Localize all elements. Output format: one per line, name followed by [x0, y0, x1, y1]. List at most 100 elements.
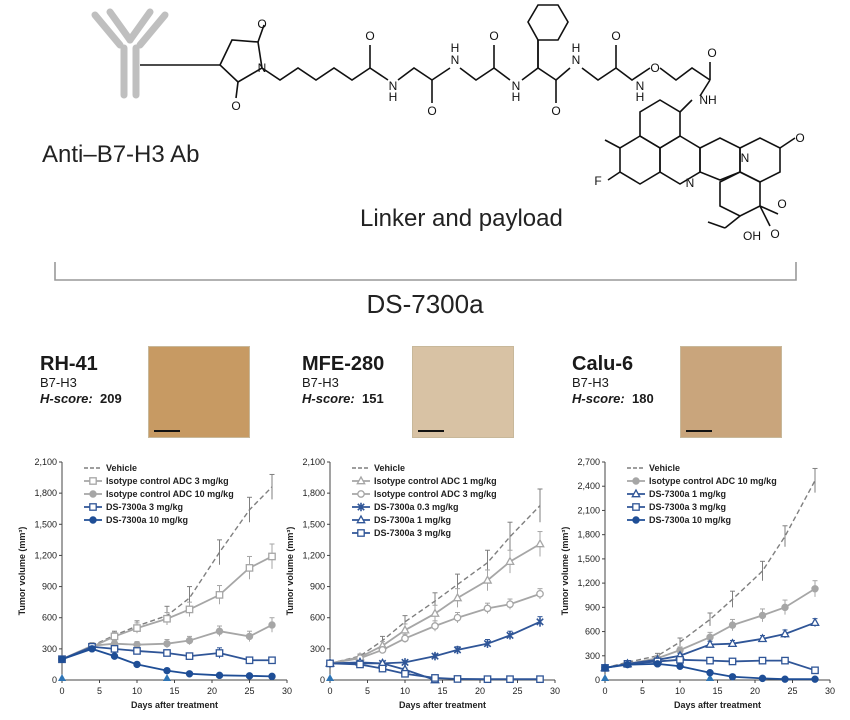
- tumor-volume-chart-1: 0 300 600 900 1,200 1,500 1,800 2,100 0 5 10 15 20 25…: [17, 457, 292, 710]
- y-tick-label: 1,800: [302, 488, 325, 498]
- y-tick-label: 1,800: [34, 488, 57, 498]
- x-tick-label: 10: [132, 686, 142, 696]
- legend-label: DS-7300a 3 mg/kg: [106, 502, 183, 512]
- data-point: [483, 675, 492, 684]
- data-point: [185, 636, 194, 645]
- data-point: [632, 516, 640, 524]
- data-point: [453, 675, 462, 683]
- data-point: [356, 514, 366, 524]
- series-5: [601, 660, 819, 683]
- atom-o: O: [777, 197, 786, 211]
- y-tick-label: 2,700: [577, 457, 600, 467]
- data-point: [401, 669, 409, 678]
- series-6: [326, 659, 544, 684]
- x-tick-label: 25: [512, 686, 522, 696]
- cell-line-name: RH-41: [40, 353, 98, 375]
- marker-label: B7-H3: [572, 375, 609, 390]
- data-point: [133, 624, 141, 632]
- legend-label: DS-7300a 0.3 mg/kg: [374, 502, 459, 512]
- x-tick-label: 25: [244, 686, 254, 696]
- data-point: [758, 674, 767, 683]
- h-score-value: 180: [631, 391, 654, 406]
- data-point: [453, 645, 462, 655]
- cell-line-name: Calu-6: [572, 353, 634, 375]
- data-point: [133, 660, 141, 669]
- x-tick-label: 25: [787, 686, 797, 696]
- atom-n: N: [451, 53, 460, 67]
- y-axis-label: Tumor volume (mm³): [560, 527, 570, 616]
- y-axis-label: Tumor volume (mm³): [285, 527, 295, 616]
- series-line: [604, 480, 816, 669]
- data-point: [215, 671, 224, 680]
- data-point: [706, 656, 714, 665]
- x-tick-label: 20: [750, 686, 760, 696]
- atom-o: O: [650, 61, 659, 75]
- atom-h: H: [636, 90, 645, 104]
- x-tick-label: 15: [169, 686, 179, 696]
- data-point: [536, 589, 544, 598]
- scale-bar: [418, 430, 444, 432]
- data-point: [89, 490, 97, 498]
- ihc-image: [412, 346, 514, 438]
- data-point: [810, 617, 820, 627]
- x-axis-label: Days after treatment: [131, 700, 218, 710]
- data-point: [268, 656, 276, 665]
- data-point: [706, 669, 714, 677]
- data-point: [536, 675, 544, 684]
- y-tick-label: 2,100: [302, 457, 325, 467]
- legend-label: Isotype control ADC 1 mg/kg: [374, 476, 497, 486]
- atom-o: O: [707, 46, 716, 60]
- data-point: [245, 656, 254, 665]
- data-point: [326, 659, 334, 668]
- y-tick-label: 900: [585, 602, 600, 612]
- data-point: [781, 603, 789, 612]
- x-axis-label: Days after treatment: [399, 700, 486, 710]
- y-tick-label: 0: [320, 675, 325, 685]
- data-point: [89, 503, 97, 511]
- atom-nh: NH: [699, 93, 716, 107]
- x-tick-label: 30: [282, 686, 292, 696]
- data-point: [811, 675, 819, 683]
- antibody-icon: [91, 8, 169, 99]
- data-point: [268, 552, 276, 561]
- data-point: [357, 490, 365, 498]
- h-score-label: H-score:: [302, 391, 355, 406]
- data-point: [728, 657, 737, 666]
- h-score-label: H-score:: [572, 391, 625, 406]
- y-tick-label: 0: [52, 675, 57, 685]
- x-tick-label: 0: [59, 686, 64, 696]
- series-1: [329, 488, 543, 665]
- atom-oh: OH: [743, 229, 761, 243]
- dosing-marker: [58, 674, 66, 681]
- data-point: [728, 673, 737, 681]
- dosing-marker: [163, 674, 171, 681]
- data-point: [185, 605, 194, 614]
- dosing-marker: [601, 674, 609, 681]
- data-point: [632, 503, 640, 511]
- x-tick-label: 10: [400, 686, 410, 696]
- y-tick-label: 1,500: [302, 519, 325, 529]
- data-point: [110, 652, 119, 660]
- series-line: [61, 486, 273, 660]
- x-tick-label: 30: [550, 686, 560, 696]
- atom-o: O: [365, 29, 374, 43]
- x-tick-label: 0: [327, 686, 332, 696]
- cell-line-name: MFE-280: [302, 353, 385, 375]
- data-point: [781, 675, 789, 683]
- data-point: [357, 529, 365, 537]
- structure-atom-labels: O O N O N H O H N O N H O H N O N H O O …: [231, 17, 804, 243]
- legend: Vehicle Isotype control ADC 10 mg/kg DS-73…: [627, 463, 777, 525]
- data-point: [400, 624, 410, 634]
- data-point: [631, 488, 641, 498]
- h-score-value: 151: [361, 391, 384, 406]
- atom-o: O: [427, 104, 436, 118]
- x-tick-label: 15: [712, 686, 722, 696]
- data-point: [505, 556, 515, 566]
- data-point: [483, 604, 492, 613]
- y-tick-label: 2,100: [34, 457, 57, 467]
- data-point: [453, 613, 462, 622]
- linker-payload-label: Linker and payload: [360, 205, 563, 232]
- y-tick-label: 300: [310, 644, 325, 654]
- legend-label: Isotype control ADC 3 mg/kg: [374, 489, 497, 499]
